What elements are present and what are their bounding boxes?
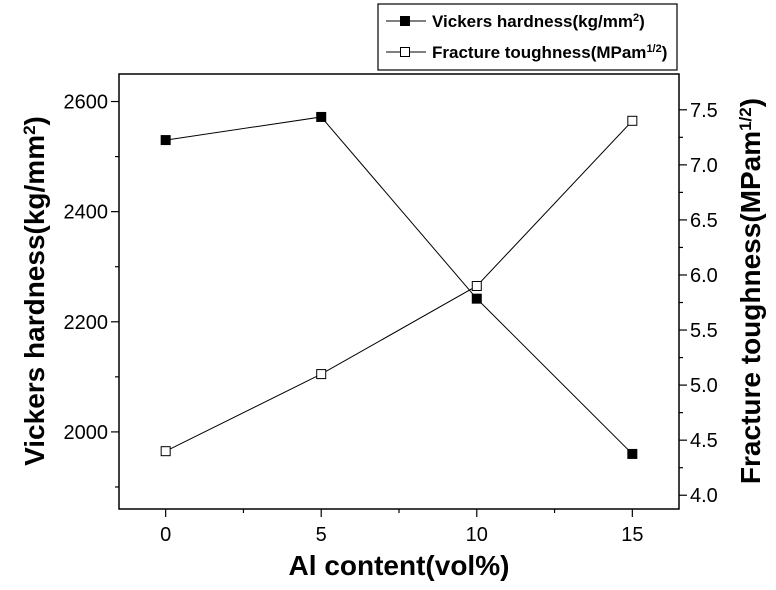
legend-label-fracture: Fracture toughness(MPam1/2) <box>432 43 667 62</box>
legend-label-vickers: Vickers hardness(kg/mm2) <box>432 12 645 31</box>
data-point-fracture <box>471 280 482 291</box>
left-y-tick-label: 2600 <box>64 92 109 114</box>
legend-entry-fracture: Fracture toughness(MPam1/2) <box>386 43 667 62</box>
data-point-fracture <box>627 115 638 126</box>
data-point-fracture <box>316 369 327 380</box>
x-tick-label: 5 <box>316 524 327 546</box>
left-y-tick-label: 2200 <box>64 312 109 334</box>
data-point-vickers <box>160 135 171 146</box>
left-y-axis-title: Vickers hardness(kg/mm2) <box>19 116 50 466</box>
legend-entry-vickers: Vickers hardness(kg/mm2) <box>386 12 645 31</box>
series-line-vickers <box>165 116 633 455</box>
right-y-tick-label: 4.0 <box>690 485 718 507</box>
data-point-vickers <box>316 111 327 122</box>
data-point-vickers <box>627 448 638 459</box>
legend-marker-fracture <box>400 47 410 57</box>
right-y-tick-label: 5.5 <box>690 320 718 342</box>
x-axis-title: Al content(vol%) <box>289 550 510 581</box>
x-tick-label: 0 <box>160 524 171 546</box>
right-y-tick-label: 4.5 <box>690 430 718 452</box>
right-y-tick-label: 5.0 <box>690 375 718 397</box>
right-y-tick-label: 6.0 <box>690 265 718 287</box>
legend-marker-vickers <box>400 16 410 26</box>
right-y-axis-title: Fracture toughness(MPam1/2) <box>735 98 766 484</box>
legend-box <box>377 3 678 71</box>
right-y-axis-ticks: 4.0 4.5 5.0 5.5 6.0 6.5 7.0 7.5 <box>679 100 718 507</box>
series-line-fracture <box>165 120 633 452</box>
right-y-tick-label: 7.0 <box>690 155 718 177</box>
right-y-tick-label: 6.5 <box>690 210 718 232</box>
left-y-tick-label: 2400 <box>64 202 109 224</box>
left-y-axis-ticks: 2000 2200 2400 2600 <box>64 92 119 488</box>
x-tick-label: 15 <box>621 524 643 546</box>
right-y-tick-label: 7.5 <box>690 100 718 122</box>
x-tick-label: 10 <box>466 524 488 546</box>
series-layer <box>160 111 638 459</box>
data-point-fracture <box>160 446 171 457</box>
data-point-vickers <box>471 293 482 304</box>
left-y-tick-label: 2000 <box>64 422 109 444</box>
plot-frame <box>118 73 680 510</box>
x-axis-ticks: 0 5 10 15 <box>160 509 643 546</box>
legend: Vickers hardness(kg/mm2) Fracture toughn… <box>377 3 678 71</box>
